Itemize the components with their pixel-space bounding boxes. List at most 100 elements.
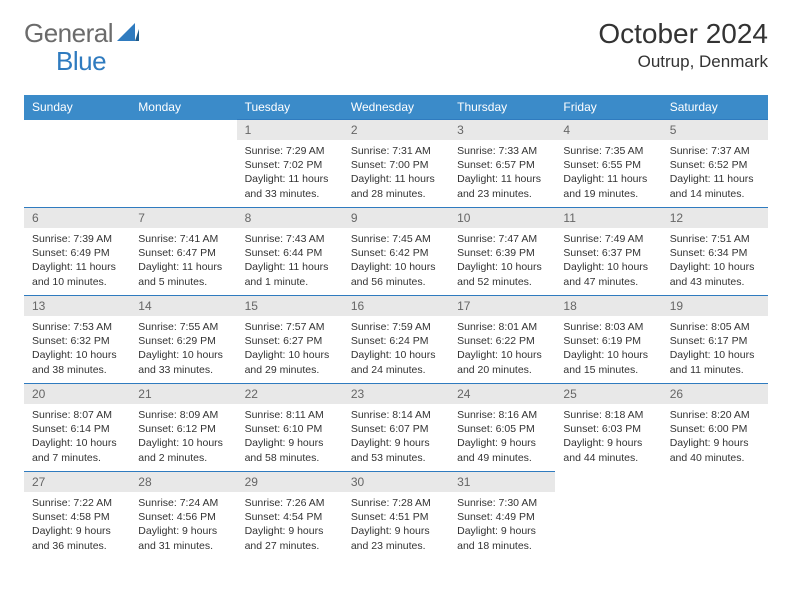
day-detail-line: and 33 minutes. [245,187,335,201]
day-detail-line: Daylight: 11 hours [351,172,441,186]
calendar-day-empty [130,120,236,208]
day-detail-line: Daylight: 11 hours [670,172,760,186]
day-details: Sunrise: 7:45 AMSunset: 6:42 PMDaylight:… [343,228,449,295]
day-number: 11 [555,208,661,228]
day-number: 12 [662,208,768,228]
day-detail-line: Sunrise: 7:57 AM [245,320,335,334]
day-detail-line: and 2 minutes. [138,451,228,465]
day-detail-line: Sunrise: 7:22 AM [32,496,122,510]
calendar-week: 27Sunrise: 7:22 AMSunset: 4:58 PMDayligh… [24,472,768,560]
day-details: Sunrise: 8:07 AMSunset: 6:14 PMDaylight:… [24,404,130,471]
calendar-day: 3Sunrise: 7:33 AMSunset: 6:57 PMDaylight… [449,120,555,208]
day-details: Sunrise: 7:57 AMSunset: 6:27 PMDaylight:… [237,316,343,383]
day-detail-line: and 24 minutes. [351,363,441,377]
day-detail-line: and 56 minutes. [351,275,441,289]
day-detail-line: Sunset: 6:10 PM [245,422,335,436]
day-detail-line: Daylight: 9 hours [245,436,335,450]
day-detail-line: Daylight: 9 hours [351,436,441,450]
day-number: 6 [24,208,130,228]
day-detail-line: Sunrise: 8:05 AM [670,320,760,334]
day-detail-line: Sunset: 6:00 PM [670,422,760,436]
day-detail-line: Sunrise: 7:31 AM [351,144,441,158]
day-number: 25 [555,384,661,404]
day-detail-line: Daylight: 11 hours [563,172,653,186]
calendar-day: 21Sunrise: 8:09 AMSunset: 6:12 PMDayligh… [130,384,236,472]
day-detail-line: Sunrise: 8:16 AM [457,408,547,422]
calendar-day: 2Sunrise: 7:31 AMSunset: 7:00 PMDaylight… [343,120,449,208]
calendar-day: 5Sunrise: 7:37 AMSunset: 6:52 PMDaylight… [662,120,768,208]
day-detail-line: and 44 minutes. [563,451,653,465]
day-detail-line: Daylight: 10 hours [670,348,760,362]
day-detail-line: Sunrise: 8:03 AM [563,320,653,334]
day-detail-line: and 23 minutes. [351,539,441,553]
day-detail-line: Sunset: 6:57 PM [457,158,547,172]
day-details: Sunrise: 8:16 AMSunset: 6:05 PMDaylight:… [449,404,555,471]
day-number: 26 [662,384,768,404]
day-detail-line: Sunrise: 7:55 AM [138,320,228,334]
day-detail-line: and 5 minutes. [138,275,228,289]
day-detail-line: Daylight: 9 hours [457,436,547,450]
day-detail-line: Sunset: 4:54 PM [245,510,335,524]
day-details: Sunrise: 7:28 AMSunset: 4:51 PMDaylight:… [343,492,449,559]
calendar-day: 7Sunrise: 7:41 AMSunset: 6:47 PMDaylight… [130,208,236,296]
day-number: 20 [24,384,130,404]
day-number: 13 [24,296,130,316]
day-header: Wednesday [343,95,449,120]
day-number: 28 [130,472,236,492]
day-detail-line: and 53 minutes. [351,451,441,465]
day-detail-line: Daylight: 9 hours [670,436,760,450]
calendar-day: 1Sunrise: 7:29 AMSunset: 7:02 PMDaylight… [237,120,343,208]
page-location: Outrup, Denmark [598,52,768,72]
day-detail-line: Sunset: 4:58 PM [32,510,122,524]
calendar-body: 1Sunrise: 7:29 AMSunset: 7:02 PMDaylight… [24,120,768,560]
calendar-day: 15Sunrise: 7:57 AMSunset: 6:27 PMDayligh… [237,296,343,384]
day-detail-line: Sunrise: 7:37 AM [670,144,760,158]
day-detail-line: Sunrise: 7:26 AM [245,496,335,510]
day-detail-line: Daylight: 11 hours [245,172,335,186]
day-details: Sunrise: 8:05 AMSunset: 6:17 PMDaylight:… [662,316,768,383]
day-details: Sunrise: 8:11 AMSunset: 6:10 PMDaylight:… [237,404,343,471]
day-number: 2 [343,120,449,140]
calendar-day: 23Sunrise: 8:14 AMSunset: 6:07 PMDayligh… [343,384,449,472]
day-detail-line: Daylight: 10 hours [32,436,122,450]
day-details: Sunrise: 7:47 AMSunset: 6:39 PMDaylight:… [449,228,555,295]
day-detail-line: Daylight: 10 hours [351,260,441,274]
day-number: 24 [449,384,555,404]
calendar-day: 30Sunrise: 7:28 AMSunset: 4:51 PMDayligh… [343,472,449,560]
calendar-day: 4Sunrise: 7:35 AMSunset: 6:55 PMDaylight… [555,120,661,208]
day-number: 9 [343,208,449,228]
day-detail-line: Daylight: 10 hours [138,436,228,450]
day-detail-line: Sunrise: 8:01 AM [457,320,547,334]
day-details: Sunrise: 8:18 AMSunset: 6:03 PMDaylight:… [555,404,661,471]
day-detail-line: Sunset: 6:05 PM [457,422,547,436]
day-header: Tuesday [237,95,343,120]
brand-part1: General [24,18,113,49]
calendar-day: 8Sunrise: 7:43 AMSunset: 6:44 PMDaylight… [237,208,343,296]
day-detail-line: and 33 minutes. [138,363,228,377]
day-detail-line: Daylight: 10 hours [351,348,441,362]
day-detail-line: Sunset: 6:19 PM [563,334,653,348]
day-detail-line: Sunrise: 7:47 AM [457,232,547,246]
title-block: October 2024 Outrup, Denmark [598,18,768,72]
day-details: Sunrise: 7:37 AMSunset: 6:52 PMDaylight:… [662,140,768,207]
day-details: Sunrise: 7:51 AMSunset: 6:34 PMDaylight:… [662,228,768,295]
day-detail-line: Sunset: 6:44 PM [245,246,335,260]
day-detail-line: Sunrise: 8:14 AM [351,408,441,422]
day-details: Sunrise: 8:03 AMSunset: 6:19 PMDaylight:… [555,316,661,383]
calendar-day: 11Sunrise: 7:49 AMSunset: 6:37 PMDayligh… [555,208,661,296]
day-details: Sunrise: 7:24 AMSunset: 4:56 PMDaylight:… [130,492,236,559]
day-detail-line: Sunrise: 8:07 AM [32,408,122,422]
calendar-page: General October 2024 Outrup, Denmark Blu… [0,0,792,578]
calendar-day: 26Sunrise: 8:20 AMSunset: 6:00 PMDayligh… [662,384,768,472]
day-detail-line: Daylight: 10 hours [138,348,228,362]
calendar-week: 13Sunrise: 7:53 AMSunset: 6:32 PMDayligh… [24,296,768,384]
calendar-day: 27Sunrise: 7:22 AMSunset: 4:58 PMDayligh… [24,472,130,560]
day-details: Sunrise: 7:22 AMSunset: 4:58 PMDaylight:… [24,492,130,559]
day-number: 7 [130,208,236,228]
day-detail-line: and 7 minutes. [32,451,122,465]
day-detail-line: Daylight: 11 hours [245,260,335,274]
day-detail-line: and 15 minutes. [563,363,653,377]
day-detail-line: and 36 minutes. [32,539,122,553]
day-detail-line: Sunrise: 7:30 AM [457,496,547,510]
calendar-table: SundayMondayTuesdayWednesdayThursdayFrid… [24,95,768,560]
